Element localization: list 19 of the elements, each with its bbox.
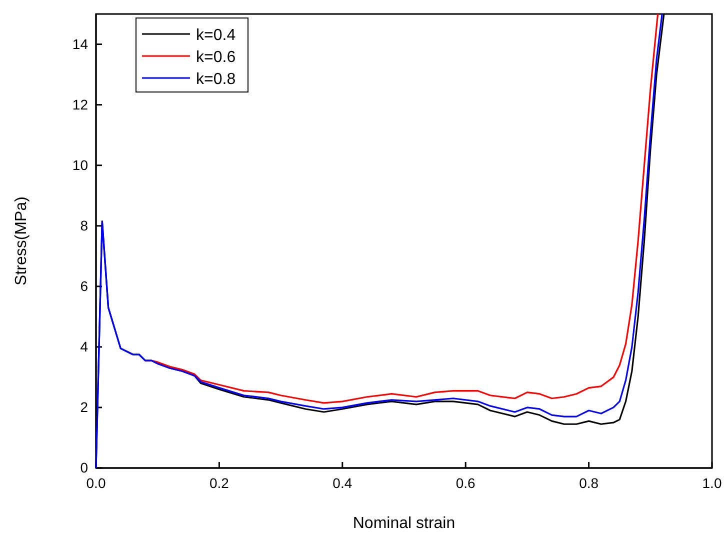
y-axis-title: Stress(MPa) — [13, 196, 30, 286]
legend-label: k=0.6 — [196, 49, 236, 66]
x-axis-title: Nominal strain — [352, 515, 456, 532]
y-tick-label: 4 — [80, 338, 88, 354]
y-tick-label: 12 — [72, 96, 88, 112]
y-tick-label: 8 — [80, 217, 88, 234]
x-tick-label: 0.2 — [209, 474, 230, 491]
x-tick-label: 0.8 — [579, 474, 599, 491]
x-tick-label: 1.0 — [702, 474, 722, 491]
y-tick-label: 2 — [80, 398, 88, 415]
x-tick-label: 0.0 — [86, 474, 106, 491]
legend-label: k=0.8 — [196, 71, 236, 88]
x-tick-label: 0.4 — [332, 474, 352, 491]
legend-label: k=0.4 — [196, 27, 236, 44]
x-tick-label: 0.6 — [456, 474, 476, 491]
y-tick-label: 10 — [72, 156, 88, 173]
y-tick-label: 0 — [80, 459, 88, 476]
y-tick-label: 6 — [80, 278, 88, 294]
y-tick-label: 14 — [72, 36, 88, 52]
